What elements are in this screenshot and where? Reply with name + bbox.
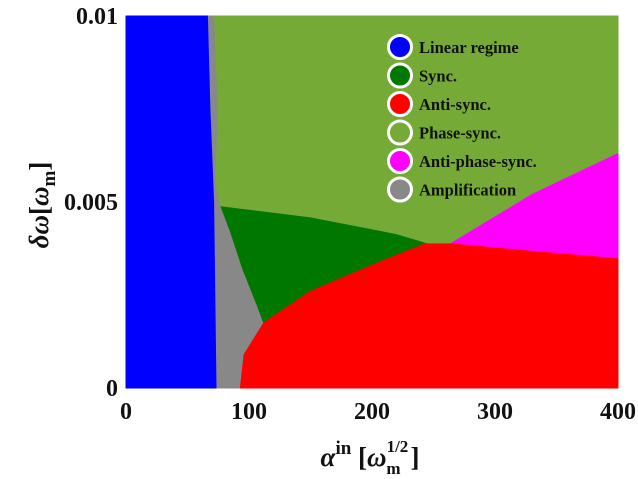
chart-regions (125, 15, 619, 389)
legend-marker-anti-sync (387, 91, 413, 117)
region-linear-regime (125, 15, 218, 389)
legend-label-phase-sync: Phase-sync. (419, 124, 501, 143)
y-tick-label: 0.005 (64, 190, 118, 216)
x-tick-label: 100 (231, 399, 267, 425)
legend-marker-sync (387, 62, 413, 89)
legend-marker-anti-phase-sync (387, 148, 413, 174)
x-tick-label: 200 (354, 399, 390, 425)
legend-marker-linear-regime (387, 34, 413, 60)
legend-marker-amplification (387, 176, 413, 203)
legend-label-anti-phase-sync: Anti-phase-sync. (419, 152, 537, 171)
legend-label-amplification: Amplification (419, 181, 516, 200)
region-anti-phase-sync (451, 153, 619, 259)
legend-label-linear-regime: Linear regime (419, 38, 519, 57)
y-axis-ticks: 0 0.005 0.01 (64, 4, 118, 402)
x-tick-label: 0 (120, 399, 132, 425)
legend-label-anti-sync: Anti-sync. (419, 95, 491, 114)
x-tick-label: 400 (600, 399, 636, 425)
x-tick-label: 300 (477, 399, 513, 425)
x-axis-ticks: 0 100 200 300 400 (120, 399, 636, 425)
x-axis-label: αin [ω1/2 m] (321, 437, 420, 478)
legend-label-sync: Sync. (419, 67, 457, 86)
y-tick-label: 0.01 (76, 4, 118, 30)
legend-marker-phase-sync (387, 119, 413, 146)
region-phase-sync (214, 15, 619, 244)
y-tick-label: 0 (106, 376, 118, 402)
chart-legend: Linear regime Sync. Anti-sync. Phase-sync. A… (387, 34, 537, 203)
y-axis-label: δω[ωm] (24, 162, 60, 249)
